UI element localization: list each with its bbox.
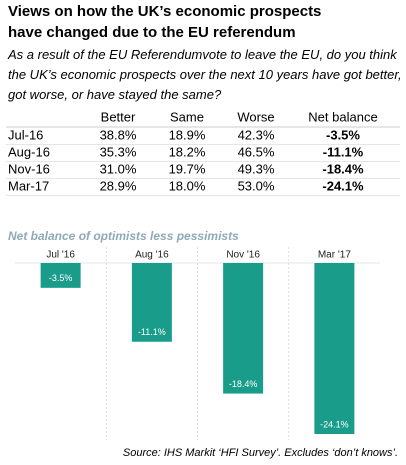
- row-label: Nov-16: [8, 161, 50, 176]
- table-cell: 19.7%: [169, 161, 206, 176]
- x-tick-label: Aug '16: [135, 250, 169, 261]
- table-cell: 35.3%: [100, 144, 137, 159]
- bar: [131, 263, 172, 342]
- title: Views on how the UK’s economic prospects…: [8, 3, 321, 41]
- source: Source: IHS Markit ‘HFI Survey’. Exclude…: [123, 447, 398, 459]
- table-cell: 46.5%: [238, 144, 275, 159]
- bar: [223, 263, 264, 394]
- table-cell: 31.0%: [100, 161, 137, 176]
- table-cell: 28.9%: [100, 178, 137, 193]
- x-tick-label: Jul '16: [46, 250, 75, 261]
- row-label: Jul-16: [8, 127, 43, 142]
- table-cell: -11.1%: [323, 144, 364, 159]
- table-cell: -3.5%: [326, 127, 360, 142]
- x-tick-label: Mar '17: [318, 250, 351, 261]
- table-cell: 18.2%: [169, 144, 206, 159]
- value-label: -11.1%: [138, 327, 166, 337]
- table-cell: 18.9%: [169, 127, 206, 142]
- value-label: -24.1%: [320, 419, 349, 429]
- table-header: Same: [170, 109, 204, 124]
- table-cell: 18.0%: [169, 178, 206, 193]
- table-cell: -18.4%: [322, 161, 364, 176]
- bar: [314, 263, 355, 434]
- table-cell: 53.0%: [238, 178, 275, 193]
- table-header: Net balance: [308, 109, 377, 124]
- subtitle: As a result of the EU Referendumvote to …: [7, 47, 402, 102]
- x-tick-label: Nov '16: [226, 250, 260, 261]
- row-label: Mar-17: [8, 178, 49, 193]
- chart-title: Net balance of optimists less pessimists: [8, 229, 239, 243]
- table-cell: 38.8%: [100, 127, 137, 142]
- table-header: Worse: [237, 109, 274, 124]
- bar: [40, 263, 81, 288]
- value-label: -18.4%: [229, 379, 258, 389]
- value-label: -3.5%: [49, 273, 73, 283]
- table-cell: 49.3%: [238, 161, 275, 176]
- row-label: Aug-16: [8, 144, 50, 159]
- table-cell: 42.3%: [238, 127, 275, 142]
- table-header: Better: [101, 109, 136, 124]
- table-cell: -24.1%: [322, 178, 364, 193]
